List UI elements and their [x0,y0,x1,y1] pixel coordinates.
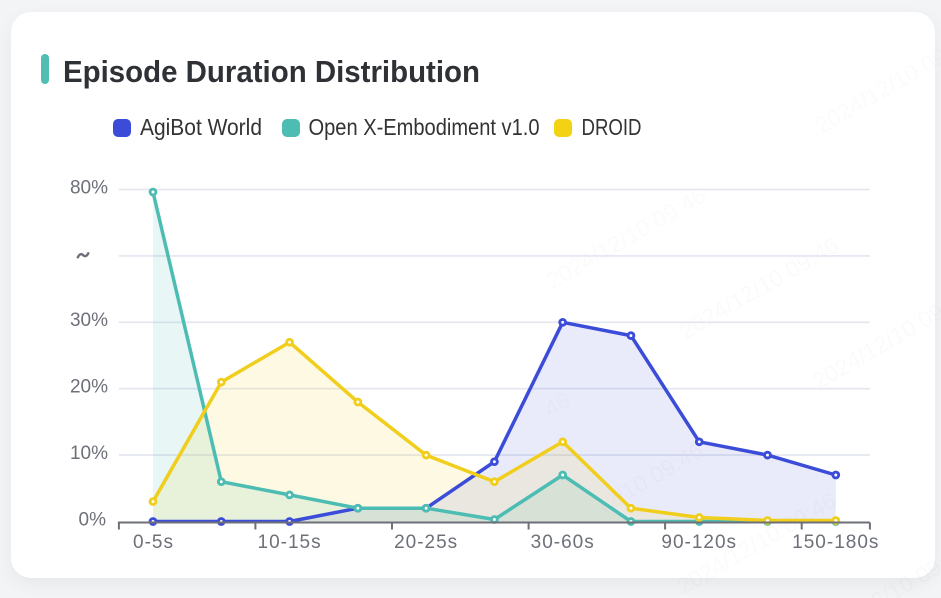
svg-text:2024/12/10 09:46: 2024/12/10 09:46 [678,0,846,88]
svg-text:AgiBot World: AgiBot World [140,114,262,140]
svg-text:2024/12/10 09:46: 2024/12/10 09:46 [545,0,713,38]
svg-text:20-25s: 20-25s [394,532,458,553]
svg-text:Open X-Embodiment v1.0: Open X-Embodiment v1.0 [309,114,540,140]
svg-text:30-60s: 30-60s [531,532,595,553]
svg-text:150-180s: 150-180s [792,532,879,553]
svg-text:2024/12/10 09:46: 2024/12/10 09:46 [542,181,710,293]
svg-text:2024/12/10 09:46: 2024/12/10 09:46 [675,232,843,344]
svg-text:2024/12/10 09:46: 2024/12/10 09:46 [0,0,46,42]
svg-text:10-15s: 10-15s [258,532,322,553]
svg-text:2024/12/10 09:46: 2024/12/10 09:46 [409,131,577,243]
svg-text:Episode Duration Distribution: Episode Duration Distribution [63,55,480,89]
svg-text:2024/12/10 09:46: 2024/12/10 09:46 [808,282,941,394]
svg-text:2024/12/10 09:46: 2024/12/10 09:46 [811,26,941,138]
svg-text:80%: 80% [70,177,108,198]
svg-text:10%: 10% [70,443,108,464]
svg-text:90-120s: 90-120s [661,532,737,553]
svg-text:0-5s: 0-5s [133,532,174,553]
svg-text:2024/12/10 09:46: 2024/12/10 09:46 [0,441,40,553]
svg-text:30%: 30% [70,310,108,331]
svg-text:0%: 0% [79,509,107,530]
svg-text:2024/12/10 09:46: 2024/12/10 09:46 [0,186,43,298]
svg-text:2024/12/10 09:46: 2024/12/10 09:46 [8,236,176,348]
svg-text:DROID: DROID [582,114,642,140]
svg-text:20%: 20% [70,377,108,398]
svg-text:2024/12/10 09:46: 2024/12/10 09:46 [271,592,439,598]
